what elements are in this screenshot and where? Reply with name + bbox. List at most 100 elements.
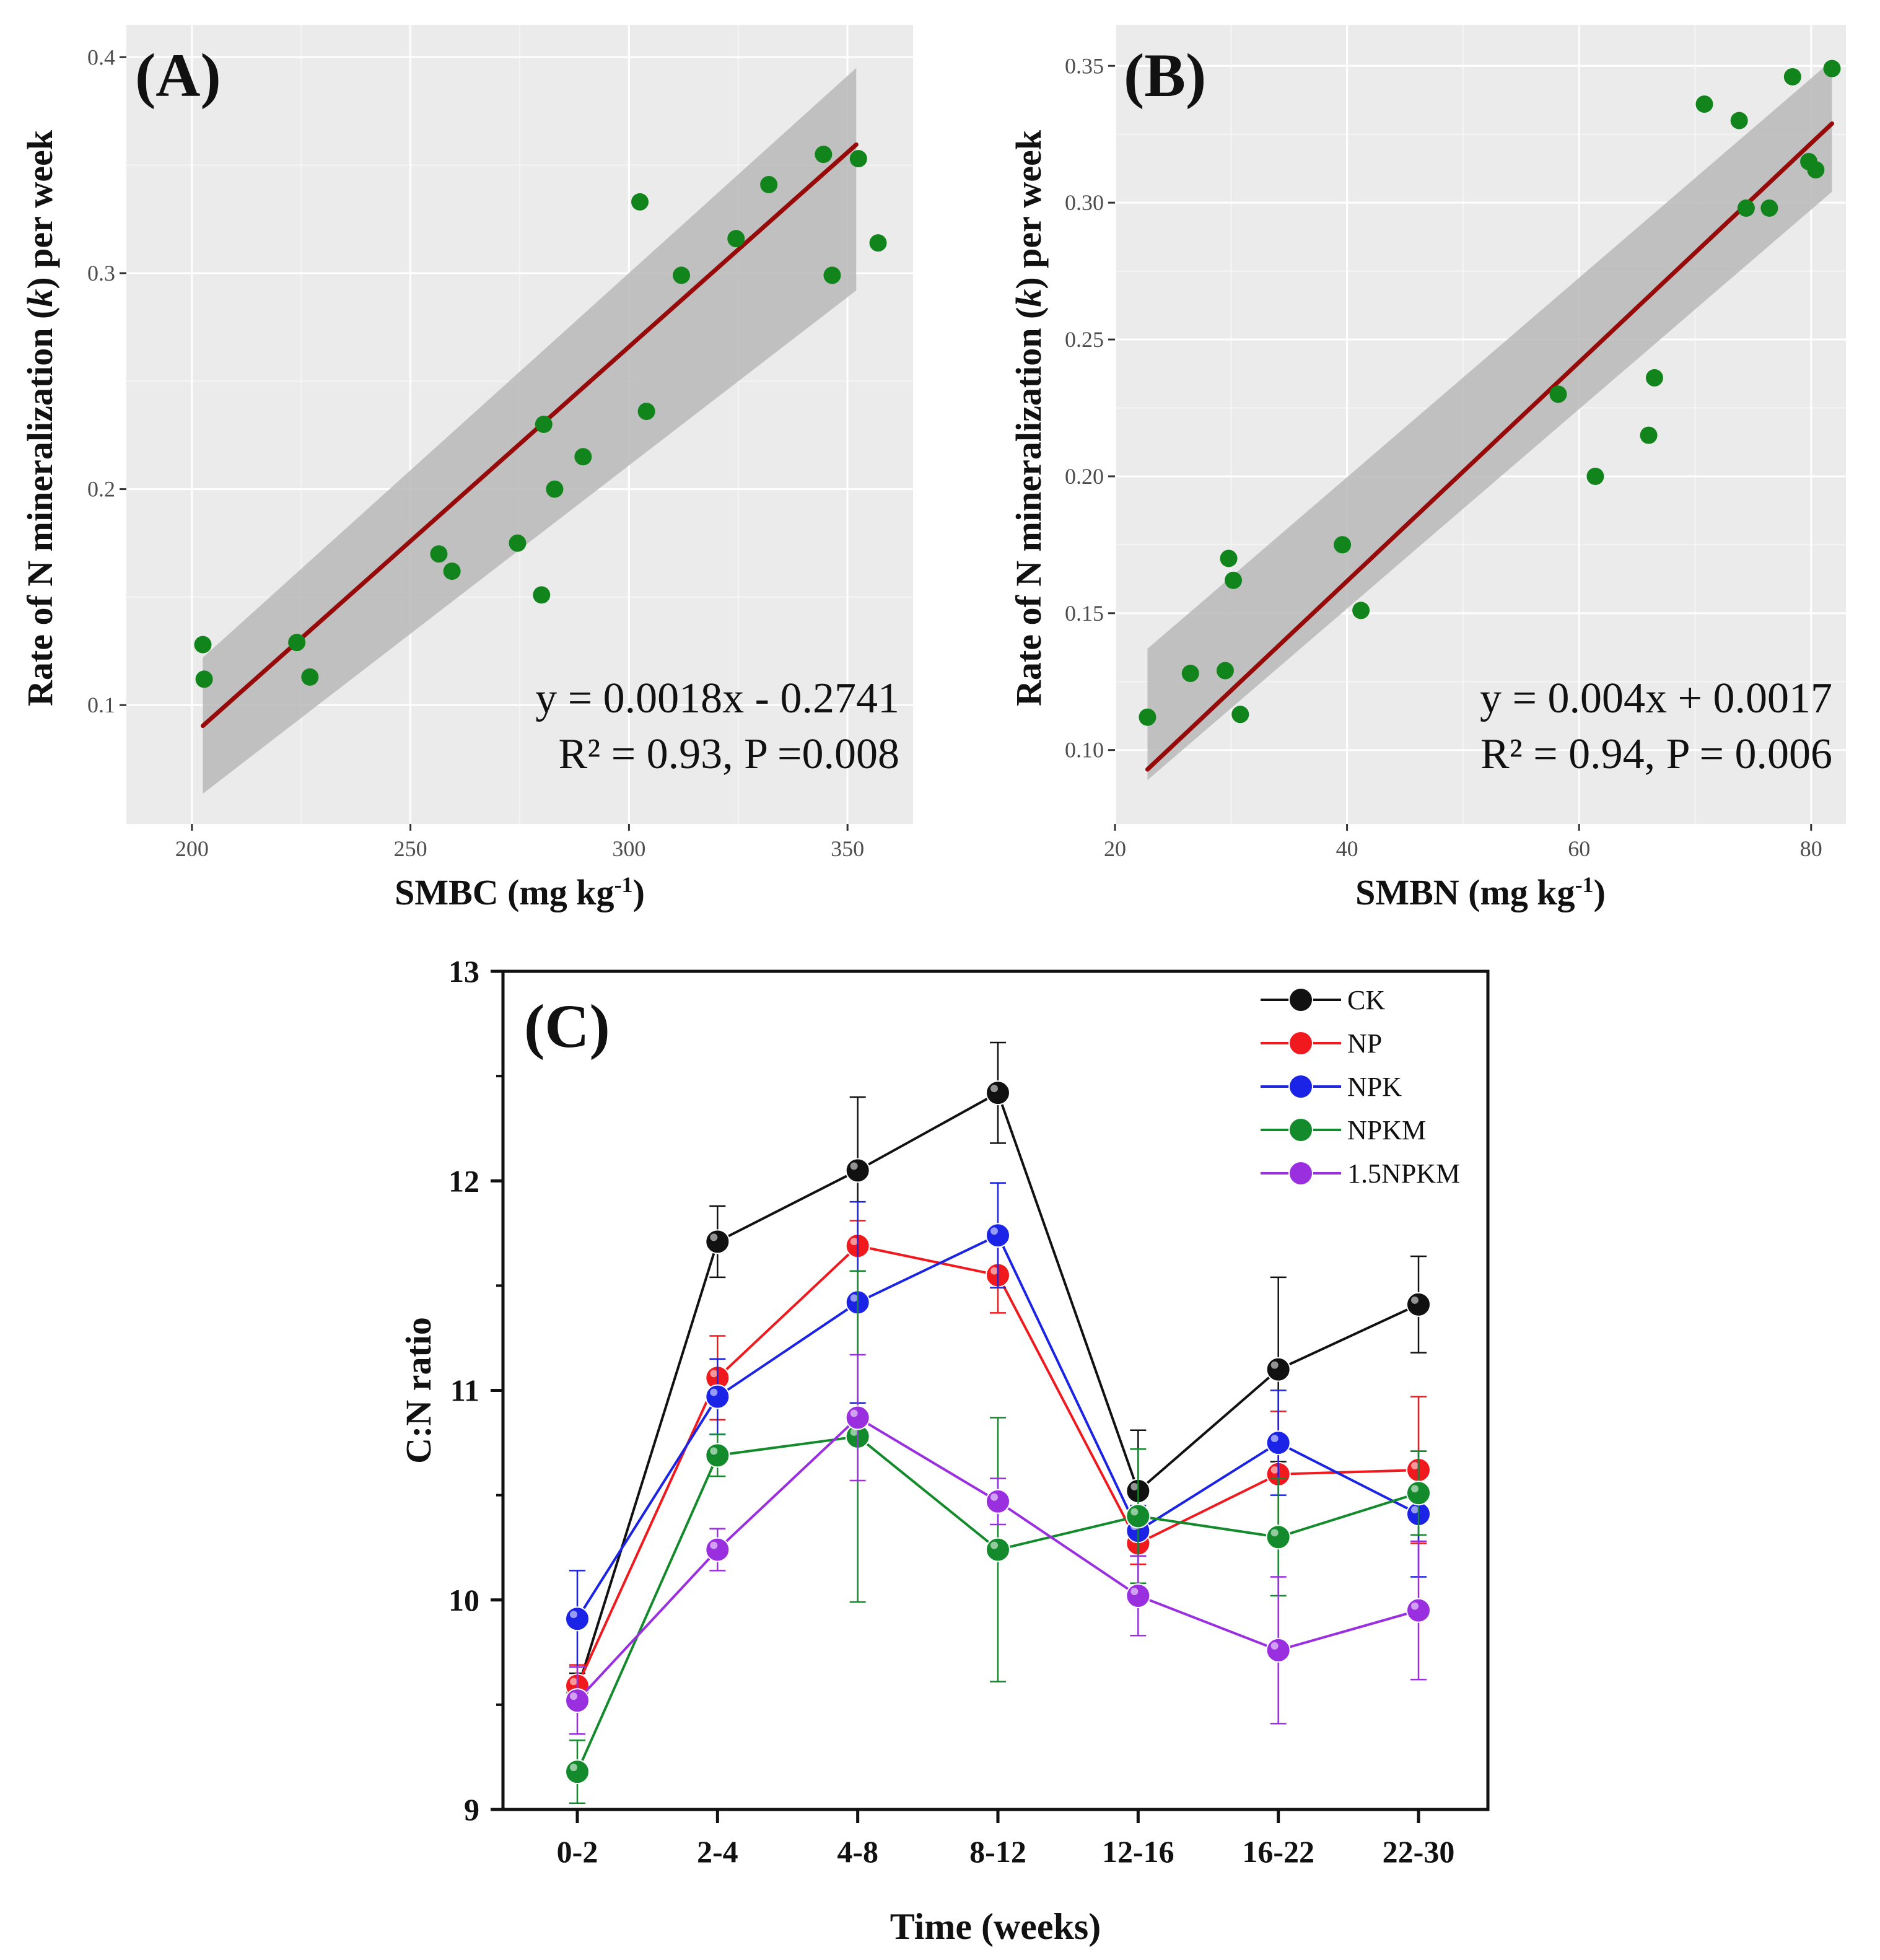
panel-c-data-marker <box>1406 1481 1431 1506</box>
panel-c-x-tick-label: 8-12 <box>969 1834 1026 1869</box>
panel-c-marker-highlight <box>850 1428 858 1436</box>
panel-c-x-tick-label: 16-22 <box>1242 1834 1314 1869</box>
panel-a-x-title-main: SMBC (mg kg <box>395 872 614 912</box>
panel-c-series <box>565 1041 1431 1805</box>
panel-c-x-axis-title: Time (weeks) <box>890 1906 1101 1947</box>
panel-c-data-marker <box>845 1405 870 1430</box>
panel-c-label: (C) <box>524 992 610 1061</box>
panel-c-marker-highlight <box>1270 1466 1279 1474</box>
panel-a-gridlines <box>126 25 913 824</box>
panel-c-data-marker <box>565 1606 590 1632</box>
panel-c-data-marker <box>1266 1430 1291 1456</box>
panel-c-data-marker <box>1126 1583 1151 1608</box>
panel-c-marker-highlight <box>850 1294 858 1302</box>
panel-b-stats: R² = 0.94, P = 0.006 <box>1480 730 1832 778</box>
panel-c-data-marker <box>705 1384 730 1409</box>
a-data-point <box>195 670 213 688</box>
panel-c-y-tick-label: 12 <box>448 1163 479 1198</box>
panel-a-y-axis-title: Rate of N mineralization (k) per week <box>20 129 60 706</box>
panel-c-marker-highlight <box>1411 1485 1419 1493</box>
panel-c-y-tick-label: 13 <box>448 954 479 989</box>
a-y-tick-label: 0.1 <box>87 693 115 717</box>
panel-c-data-marker <box>565 1759 590 1785</box>
panel-b-equation: y = 0.004x + 0.0017 <box>1480 675 1832 722</box>
panel-b-x-axis-title: SMBN (mg kg-1) <box>1355 872 1606 912</box>
panel-b-label: (B) <box>1124 41 1206 110</box>
a-y-tick-label: 0.4 <box>87 45 115 69</box>
a-data-point <box>869 234 887 252</box>
panel-c-x-tick-label: 12-16 <box>1102 1834 1174 1869</box>
panel-c-data-marker <box>705 1443 730 1468</box>
a-x-tick-label: 350 <box>831 836 864 861</box>
b-x-tick-label: 60 <box>1568 836 1590 861</box>
a-data-point <box>546 480 564 498</box>
panel-c-data-marker <box>1126 1503 1151 1529</box>
panel-c-marker-highlight <box>1270 1435 1279 1443</box>
panel-c-data-marker <box>1266 1357 1291 1382</box>
a-y-tick-label: 0.3 <box>87 261 115 286</box>
panel-a-points <box>194 146 887 688</box>
panel-c-legend-marker <box>1288 1031 1313 1056</box>
panel-c-marker-highlight <box>710 1447 718 1455</box>
panel-a-y-title-italic: k <box>20 289 60 307</box>
panel-a-label: (A) <box>135 41 221 110</box>
panel-b-x-title-superscript: -1 <box>1575 872 1594 897</box>
a-data-point <box>430 545 448 563</box>
b-y-tick-label: 0.10 <box>1065 738 1104 763</box>
panel-b-x-title-main: SMBN (mg kg <box>1355 872 1575 912</box>
panel-c-legend-marker <box>1288 1118 1313 1142</box>
panel-c-axes: 9 10 11 12 13 0-2 2-4 4-8 8-12 12-16 16-22 22-30 <box>448 954 1454 1869</box>
b-data-point <box>1586 467 1604 485</box>
b-data-point <box>1181 665 1199 683</box>
b-x-tick-label: 80 <box>1800 836 1822 861</box>
panel-a-stats: R² = 0.93, P =0.008 <box>559 730 899 778</box>
panel-c-data-marker <box>986 1080 1010 1106</box>
panel-c-marker-highlight <box>570 1692 577 1700</box>
panel-c-marker-highlight <box>710 1388 718 1396</box>
panel-c-marker-highlight <box>570 1764 577 1772</box>
panel-c-marker-highlight <box>850 1162 858 1170</box>
panel-b-regression-line <box>1145 121 1835 772</box>
b-data-point <box>1220 549 1238 567</box>
a-data-point <box>535 416 553 433</box>
panel-c-legend-label: 1.5NPKM <box>1347 1158 1460 1189</box>
a-data-point <box>301 668 319 686</box>
panel-c-legend-marker <box>1288 1074 1313 1099</box>
a-data-point <box>574 448 592 466</box>
a-x-tick-label: 200 <box>175 836 209 861</box>
a-x-tick-label: 300 <box>612 836 645 861</box>
b-data-point <box>1823 59 1841 77</box>
a-data-point <box>849 150 867 168</box>
a-data-point <box>533 586 551 604</box>
panel-c-marker-highlight <box>710 1233 718 1241</box>
b-data-point <box>1231 706 1249 724</box>
panel-a-confidence-band <box>203 68 857 794</box>
panel-a-y-title-end: ) per week <box>20 129 60 289</box>
panel-c-marker-highlight <box>1411 1296 1419 1304</box>
b-data-point <box>1352 602 1370 619</box>
panel-c-series-15npkm <box>565 1354 1431 1735</box>
panel-c-x-tick-label: 0-2 <box>557 1834 598 1869</box>
b-data-point <box>1807 161 1825 179</box>
panel-c-legend-label: NPKM <box>1347 1115 1426 1145</box>
panel-b-y-axis-title: Rate of N mineralization (k) per week <box>1008 129 1049 706</box>
b-y-tick-label: 0.15 <box>1065 601 1104 626</box>
panel-c-y-axis-title: C:N ratio <box>398 1317 439 1464</box>
b-data-point <box>1695 95 1713 113</box>
panel-c-legend-marker <box>1288 1161 1313 1186</box>
panel-c-marker-highlight <box>850 1409 858 1417</box>
panel-c-marker-highlight <box>1270 1642 1279 1650</box>
panel-c-y-tick-label: 9 <box>464 1792 479 1827</box>
panel-c-legend-marker <box>1288 987 1313 1012</box>
a-data-point <box>194 636 212 654</box>
panel-c-data-marker <box>1406 1292 1431 1317</box>
panel-c-marker-highlight <box>850 1238 858 1246</box>
a-data-point <box>509 534 527 552</box>
panel-c: 9 10 11 12 13 0-2 2-4 4-8 8-12 12-16 16-22 22-30 CK… <box>398 954 1490 1947</box>
panel-c-legend-label: CK <box>1347 985 1385 1015</box>
b-data-point <box>1730 112 1748 129</box>
a-data-point <box>727 230 745 248</box>
a-data-point <box>673 266 691 284</box>
panel-c-x-tick-label: 4-8 <box>837 1834 878 1869</box>
b-x-tick-label: 20 <box>1104 836 1126 861</box>
